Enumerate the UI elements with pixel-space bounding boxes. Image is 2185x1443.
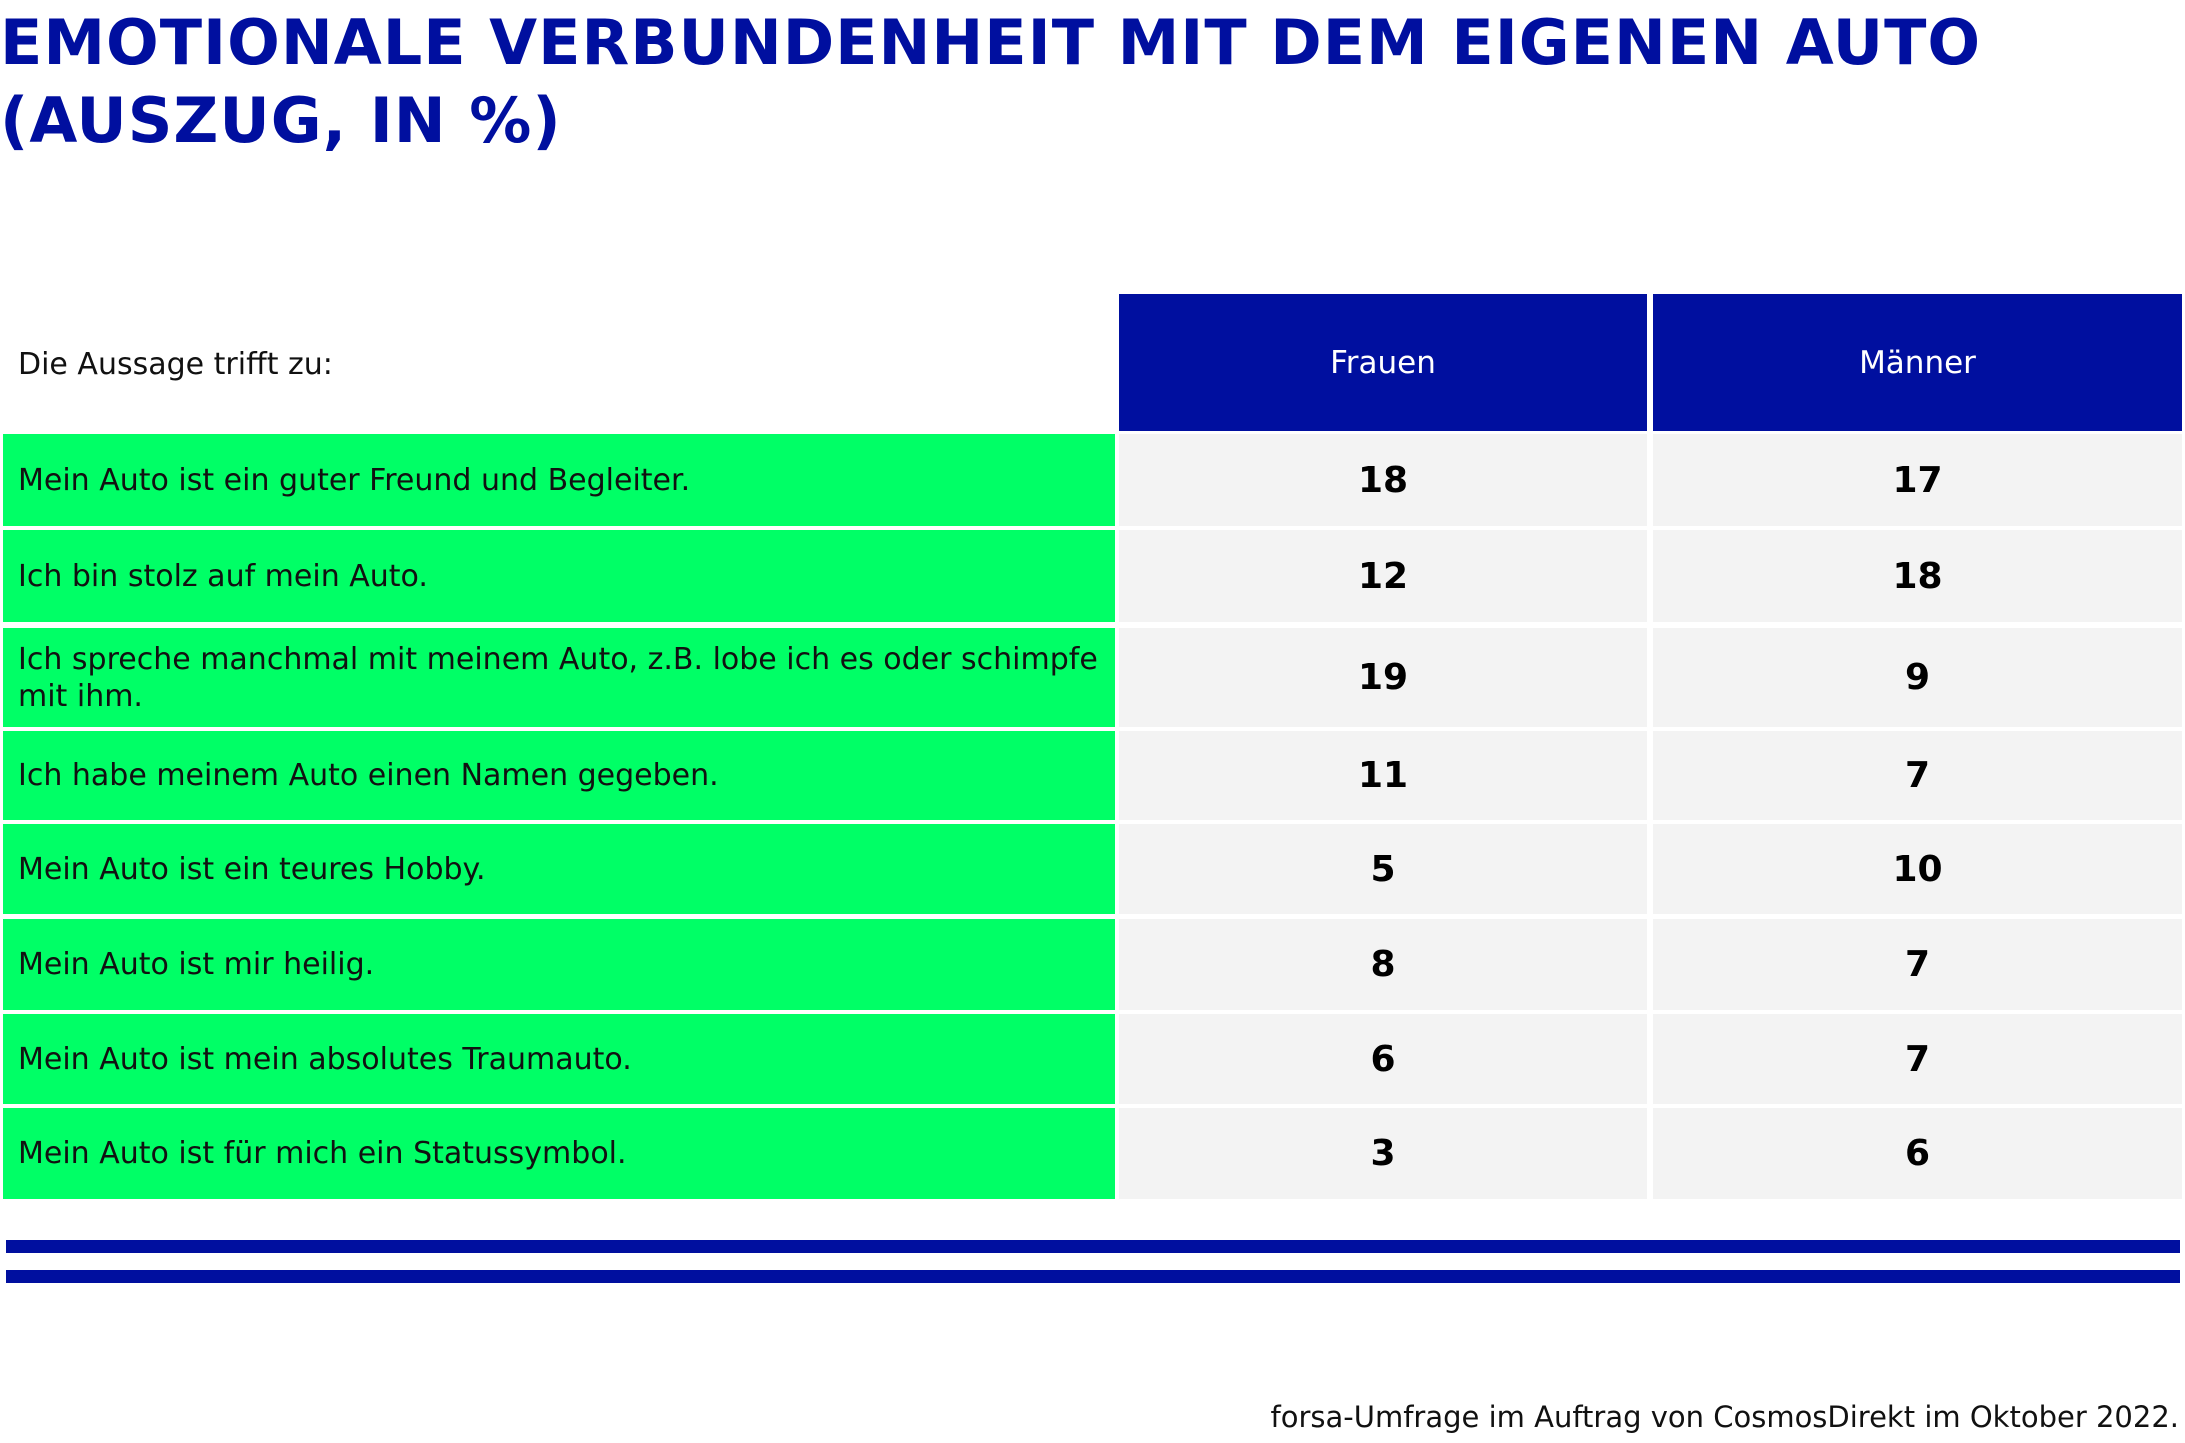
value-maenner: 10 — [1653, 824, 2182, 914]
value-maenner: 17 — [1653, 434, 2182, 526]
statement-label: Mein Auto ist ein guter Freund und Begle… — [3, 434, 1115, 526]
value-frauen: 19 — [1119, 628, 1647, 727]
statement-label: Mein Auto ist ein teures Hobby. — [3, 824, 1115, 914]
column-header-maenner: Männer — [1653, 294, 2182, 431]
column-header-frauen: Frauen — [1119, 294, 1647, 431]
table-header-row: Die Aussage trifft zu: Frauen Männer — [0, 294, 2185, 434]
value-frauen: 5 — [1119, 824, 1647, 914]
table-row: Mein Auto ist ein teures Hobby. 5 10 — [0, 824, 2185, 914]
statement-label: Mein Auto ist mir heilig. — [3, 919, 1115, 1010]
value-frauen: 11 — [1119, 731, 1647, 820]
value-maenner: 7 — [1653, 1014, 2182, 1104]
statement-label: Ich spreche manchmal mit meinem Auto, z.… — [3, 628, 1115, 727]
chart-title: EMOTIONALE VERBUNDENHEIT MIT DEM EIGENEN… — [0, 4, 1981, 160]
table-row: Mein Auto ist ein guter Freund und Begle… — [0, 434, 2185, 526]
value-maenner: 7 — [1653, 731, 2182, 820]
value-frauen: 6 — [1119, 1014, 1647, 1104]
chart-title-line-2: (AUSZUG, IN %) — [0, 84, 562, 157]
table-row: Mein Auto ist mein absolutes Traumauto. 6… — [0, 1014, 2185, 1104]
table-row: Ich bin stolz auf mein Auto. 12 18 — [0, 530, 2185, 622]
table-row: Ich spreche manchmal mit meinem Auto, z.… — [0, 628, 2185, 727]
chart-title-line-1: EMOTIONALE VERBUNDENHEIT MIT DEM EIGENEN… — [0, 6, 1982, 79]
row-header-label: Die Aussage trifft zu: — [18, 346, 333, 382]
table-row: Mein Auto ist für mich ein Statussymbol.… — [0, 1108, 2185, 1199]
table-row: Mein Auto ist mir heilig. 8 7 — [0, 919, 2185, 1010]
value-maenner: 9 — [1653, 628, 2182, 727]
statement-label: Ich bin stolz auf mein Auto. — [3, 530, 1115, 622]
value-frauen: 3 — [1119, 1108, 1647, 1199]
value-maenner: 18 — [1653, 530, 2182, 622]
table-row: Ich habe meinem Auto einen Namen gegeben… — [0, 731, 2185, 820]
divider-line-bottom — [6, 1270, 2180, 1283]
value-frauen: 18 — [1119, 434, 1647, 526]
statement-label: Ich habe meinem Auto einen Namen gegeben… — [3, 731, 1115, 820]
value-maenner: 6 — [1653, 1108, 2182, 1199]
divider-line-top — [6, 1240, 2180, 1253]
survey-table: Die Aussage trifft zu: Frauen Männer Mei… — [0, 294, 2185, 1199]
value-frauen: 8 — [1119, 919, 1647, 1010]
value-maenner: 7 — [1653, 919, 2182, 1010]
value-frauen: 12 — [1119, 530, 1647, 622]
source-note: forsa-Umfrage im Auftrag von CosmosDirek… — [1270, 1400, 2179, 1434]
statement-label: Mein Auto ist mein absolutes Traumauto. — [3, 1014, 1115, 1104]
statement-label: Mein Auto ist für mich ein Statussymbol. — [3, 1108, 1115, 1199]
